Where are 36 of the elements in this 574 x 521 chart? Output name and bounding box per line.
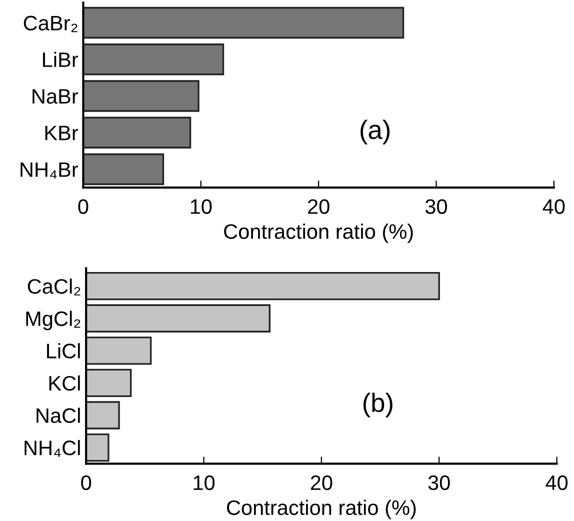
- bar: [83, 44, 224, 76]
- bar: [86, 401, 120, 430]
- y-tick-label: LiBr: [43, 52, 78, 67]
- x-axis-title: Contraction ratio (%): [226, 500, 416, 520]
- y-tick-label: NaBr: [32, 89, 78, 104]
- y-tick-label: NH₄Cl: [24, 440, 80, 457]
- annotation: (a): [360, 120, 390, 144]
- x-tick-label: 30: [425, 199, 448, 214]
- x-tick-label: 10: [194, 475, 215, 490]
- bar: [86, 368, 132, 398]
- bar: [86, 304, 270, 332]
- y-tick-label: NH₄Br: [20, 162, 78, 179]
- x-tick-label: 0: [78, 199, 88, 214]
- y-tick-label: CaCl₂: [28, 278, 80, 296]
- y-tick-label: KCl: [49, 375, 80, 391]
- bar: [83, 6, 404, 39]
- x-axis-title: Contraction ratio (%): [224, 224, 413, 244]
- y-tick-label: NaCl: [36, 408, 80, 424]
- x-tick-label: 20: [308, 199, 330, 214]
- x-tick-label: 10: [190, 199, 212, 214]
- x-tick-label: 40: [542, 199, 565, 214]
- y-tick-label: LiCl: [47, 343, 80, 358]
- bar: [86, 272, 440, 300]
- x-tick-label: 40: [546, 475, 568, 490]
- bar: [83, 80, 200, 112]
- y-tick-label: MgCl₂: [26, 310, 80, 330]
- bar: [83, 116, 192, 148]
- bar: [86, 336, 152, 365]
- y-tick-label: KBr: [45, 126, 78, 140]
- bar: [86, 433, 110, 462]
- y-tick-label: CaBr₂: [24, 16, 78, 32]
- x-tick-label: 0: [81, 475, 92, 490]
- bar: [83, 153, 164, 186]
- annotation: (b): [363, 392, 392, 418]
- x-tick-label: 20: [310, 475, 332, 490]
- x-tick-label: 30: [428, 475, 450, 490]
